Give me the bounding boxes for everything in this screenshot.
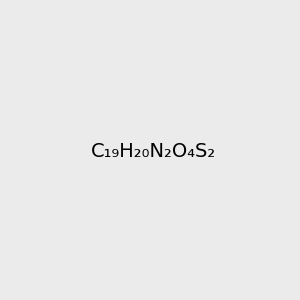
Text: C₁₉H₂₀N₂O₄S₂: C₁₉H₂₀N₂O₄S₂ [91,142,216,161]
